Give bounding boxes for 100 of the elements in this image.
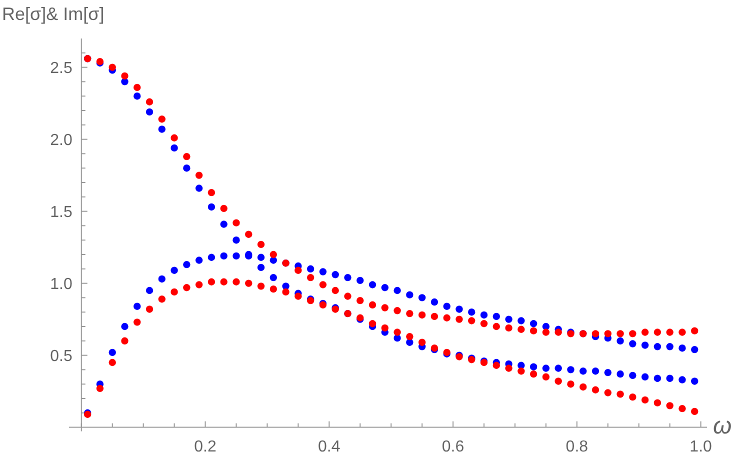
point	[245, 230, 252, 238]
point	[294, 292, 302, 300]
point	[505, 316, 512, 323]
point	[567, 366, 574, 374]
point	[134, 302, 141, 310]
point	[554, 378, 562, 385]
point	[542, 364, 550, 372]
point	[208, 188, 216, 196]
point	[381, 284, 389, 292]
point	[418, 338, 426, 346]
point	[257, 254, 265, 261]
point	[530, 320, 538, 328]
point	[146, 306, 154, 313]
point	[146, 286, 154, 294]
point	[319, 281, 327, 288]
point	[381, 324, 389, 332]
point	[654, 399, 662, 406]
point	[134, 84, 141, 92]
point	[554, 328, 562, 336]
point	[306, 265, 314, 272]
point	[592, 330, 600, 338]
point	[443, 314, 450, 322]
point	[146, 98, 154, 106]
point	[530, 363, 538, 370]
point	[134, 318, 141, 326]
point	[666, 402, 674, 410]
point	[170, 134, 178, 142]
point	[257, 264, 265, 272]
point	[208, 278, 216, 286]
point	[616, 370, 624, 378]
point	[394, 328, 401, 336]
point	[654, 328, 662, 336]
point	[108, 348, 116, 356]
point	[134, 92, 141, 100]
point	[666, 343, 674, 350]
point	[183, 284, 190, 292]
point	[430, 298, 438, 306]
y-tick-label: 2.0	[50, 132, 72, 149]
point	[270, 285, 278, 293]
point	[456, 316, 463, 323]
x-tick-label: 0.2	[194, 438, 216, 456]
y-axis-title: Re[σ]& Im[σ]	[2, 4, 104, 24]
point	[270, 274, 278, 282]
point	[530, 370, 538, 378]
point	[418, 294, 426, 302]
point	[468, 308, 476, 316]
point	[629, 340, 636, 348]
point	[666, 374, 674, 382]
point	[406, 291, 414, 298]
point	[220, 220, 228, 228]
point	[542, 328, 550, 336]
point	[195, 184, 203, 192]
point	[344, 274, 352, 282]
point	[108, 64, 116, 71]
point	[394, 307, 401, 314]
point	[170, 266, 178, 274]
point	[691, 346, 698, 354]
point	[232, 236, 240, 244]
point	[158, 126, 166, 133]
point	[195, 256, 203, 264]
point	[580, 383, 587, 391]
point	[518, 368, 525, 375]
point	[158, 296, 166, 303]
point	[195, 172, 203, 179]
point	[368, 301, 376, 308]
point	[208, 254, 216, 261]
y-tick-label: 0.5	[50, 348, 72, 365]
point	[406, 310, 414, 318]
point	[195, 281, 203, 288]
point	[542, 373, 550, 380]
point	[270, 250, 278, 258]
point	[616, 337, 624, 344]
point	[492, 312, 500, 320]
point	[592, 386, 600, 394]
point	[691, 378, 698, 385]
point	[170, 288, 178, 296]
point	[443, 302, 450, 310]
point	[121, 337, 128, 344]
point	[678, 344, 686, 352]
point	[629, 372, 636, 380]
point	[641, 373, 649, 380]
point	[641, 328, 649, 336]
point	[604, 330, 612, 338]
point	[170, 144, 178, 152]
x-tick-label: 0.4	[318, 438, 340, 456]
point	[158, 116, 166, 123]
point	[232, 278, 240, 286]
point	[232, 252, 240, 260]
point	[220, 252, 228, 260]
point	[691, 327, 698, 334]
point	[381, 304, 389, 312]
point	[666, 328, 674, 336]
point	[183, 164, 190, 172]
x-tick-label: 0.8	[566, 438, 588, 456]
y-tick-label: 1.5	[50, 204, 72, 221]
point	[368, 320, 376, 328]
point	[406, 332, 414, 340]
y-tick-label: 1.0	[50, 276, 72, 293]
point	[580, 368, 587, 375]
y-tick-label: 2.5	[50, 60, 72, 77]
